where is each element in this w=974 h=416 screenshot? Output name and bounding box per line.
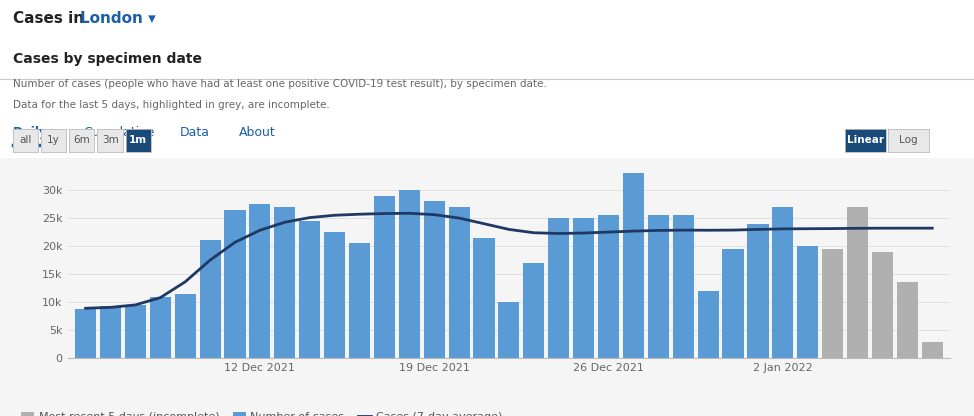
Text: Data for the last 5 days, highlighted in grey, are incomplete.: Data for the last 5 days, highlighted in… xyxy=(13,99,329,109)
Bar xyxy=(349,243,370,358)
Bar xyxy=(499,302,519,358)
Bar xyxy=(822,249,843,358)
Bar xyxy=(573,218,594,358)
Bar xyxy=(125,305,146,358)
Bar xyxy=(872,252,893,358)
Text: Data: Data xyxy=(180,126,210,139)
Bar xyxy=(697,291,719,358)
Text: 6m: 6m xyxy=(73,135,91,146)
Bar xyxy=(548,218,569,358)
Bar xyxy=(75,309,96,358)
Bar xyxy=(847,207,868,358)
Text: all: all xyxy=(19,135,31,146)
Text: Linear: Linear xyxy=(847,135,884,146)
Bar xyxy=(374,196,395,358)
Text: Number of cases (people who have had at least one positive COVID-19 test result): Number of cases (people who have had at … xyxy=(13,79,546,89)
Text: 1m: 1m xyxy=(130,135,147,146)
Bar xyxy=(299,221,320,358)
Bar xyxy=(324,232,345,358)
Legend: Most recent 5 days (incomplete), Number of cases, Cases (7-day average): Most recent 5 days (incomplete), Number … xyxy=(17,407,506,416)
Bar xyxy=(100,306,121,358)
Bar xyxy=(449,207,469,358)
Bar xyxy=(673,215,693,358)
Bar xyxy=(797,246,818,358)
Text: 3m: 3m xyxy=(101,135,119,146)
Bar xyxy=(200,240,221,358)
Bar xyxy=(921,342,943,358)
Bar xyxy=(897,282,918,358)
Bar xyxy=(424,201,445,358)
Text: London ▾: London ▾ xyxy=(80,11,156,26)
Bar xyxy=(648,215,669,358)
Bar xyxy=(275,207,295,358)
Bar xyxy=(249,204,271,358)
Bar xyxy=(723,249,743,358)
Text: Log: Log xyxy=(899,135,918,146)
Bar xyxy=(523,263,544,358)
Bar xyxy=(224,210,245,358)
Text: About: About xyxy=(239,126,276,139)
Text: Daily: Daily xyxy=(13,126,48,139)
Bar xyxy=(473,238,495,358)
Text: Cases in: Cases in xyxy=(13,11,89,26)
Bar xyxy=(772,207,794,358)
Bar xyxy=(747,224,768,358)
Bar xyxy=(398,190,420,358)
Bar xyxy=(150,297,170,358)
Text: Cumulative: Cumulative xyxy=(83,126,154,139)
Text: Cases by specimen date: Cases by specimen date xyxy=(13,52,202,66)
Text: 1y: 1y xyxy=(47,135,60,146)
Bar xyxy=(622,173,644,358)
Bar xyxy=(174,294,196,358)
Bar xyxy=(598,215,619,358)
